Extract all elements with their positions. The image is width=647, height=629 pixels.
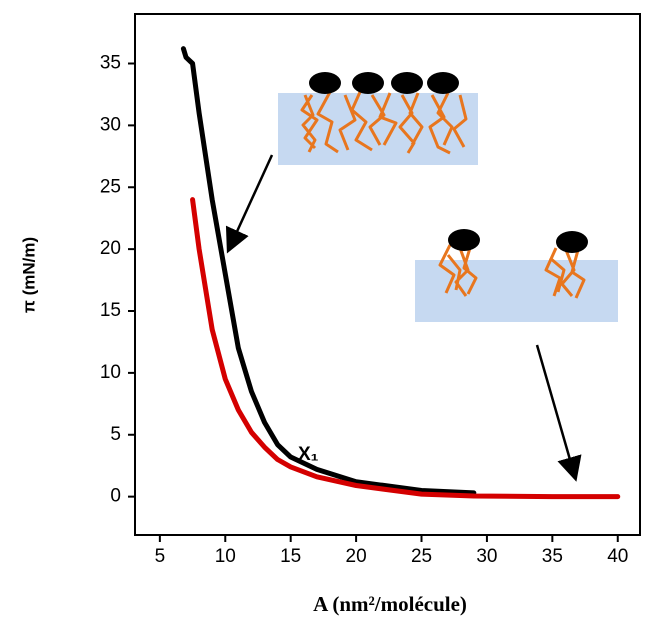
annotation: X₁ [298, 444, 319, 465]
y-tick-label: 10 [100, 362, 121, 383]
y-tick-label: 15 [100, 300, 121, 321]
y-tick-label: 30 [100, 114, 121, 135]
arrow [225, 154, 274, 254]
y-tick-label: 35 [100, 53, 121, 74]
data-line [180, 46, 477, 496]
y-tick-label: 0 [110, 486, 121, 507]
x-tick-label: 40 [607, 546, 628, 567]
y-axis-label: π (mN/m) [19, 237, 38, 313]
x-tick-label: 20 [346, 546, 367, 567]
data-line [190, 197, 621, 500]
compressed-illustration [278, 72, 478, 165]
y-tick-label: 20 [100, 238, 121, 259]
x-axis-label: A (nm²/molécule) [313, 592, 467, 616]
x-tick-label: 35 [542, 546, 563, 567]
x-tick-label: 5 [155, 546, 166, 567]
x-tick-label: 15 [280, 546, 301, 567]
y-tick-label: 25 [100, 176, 121, 197]
expanded-illustration [415, 229, 618, 322]
y-tick-label: 5 [110, 424, 121, 445]
x-tick-label: 30 [476, 546, 497, 567]
plot-frame [134, 13, 641, 536]
x-tick-label: 25 [411, 546, 432, 567]
x-tick-label: 10 [215, 546, 236, 567]
arrow [535, 344, 582, 482]
